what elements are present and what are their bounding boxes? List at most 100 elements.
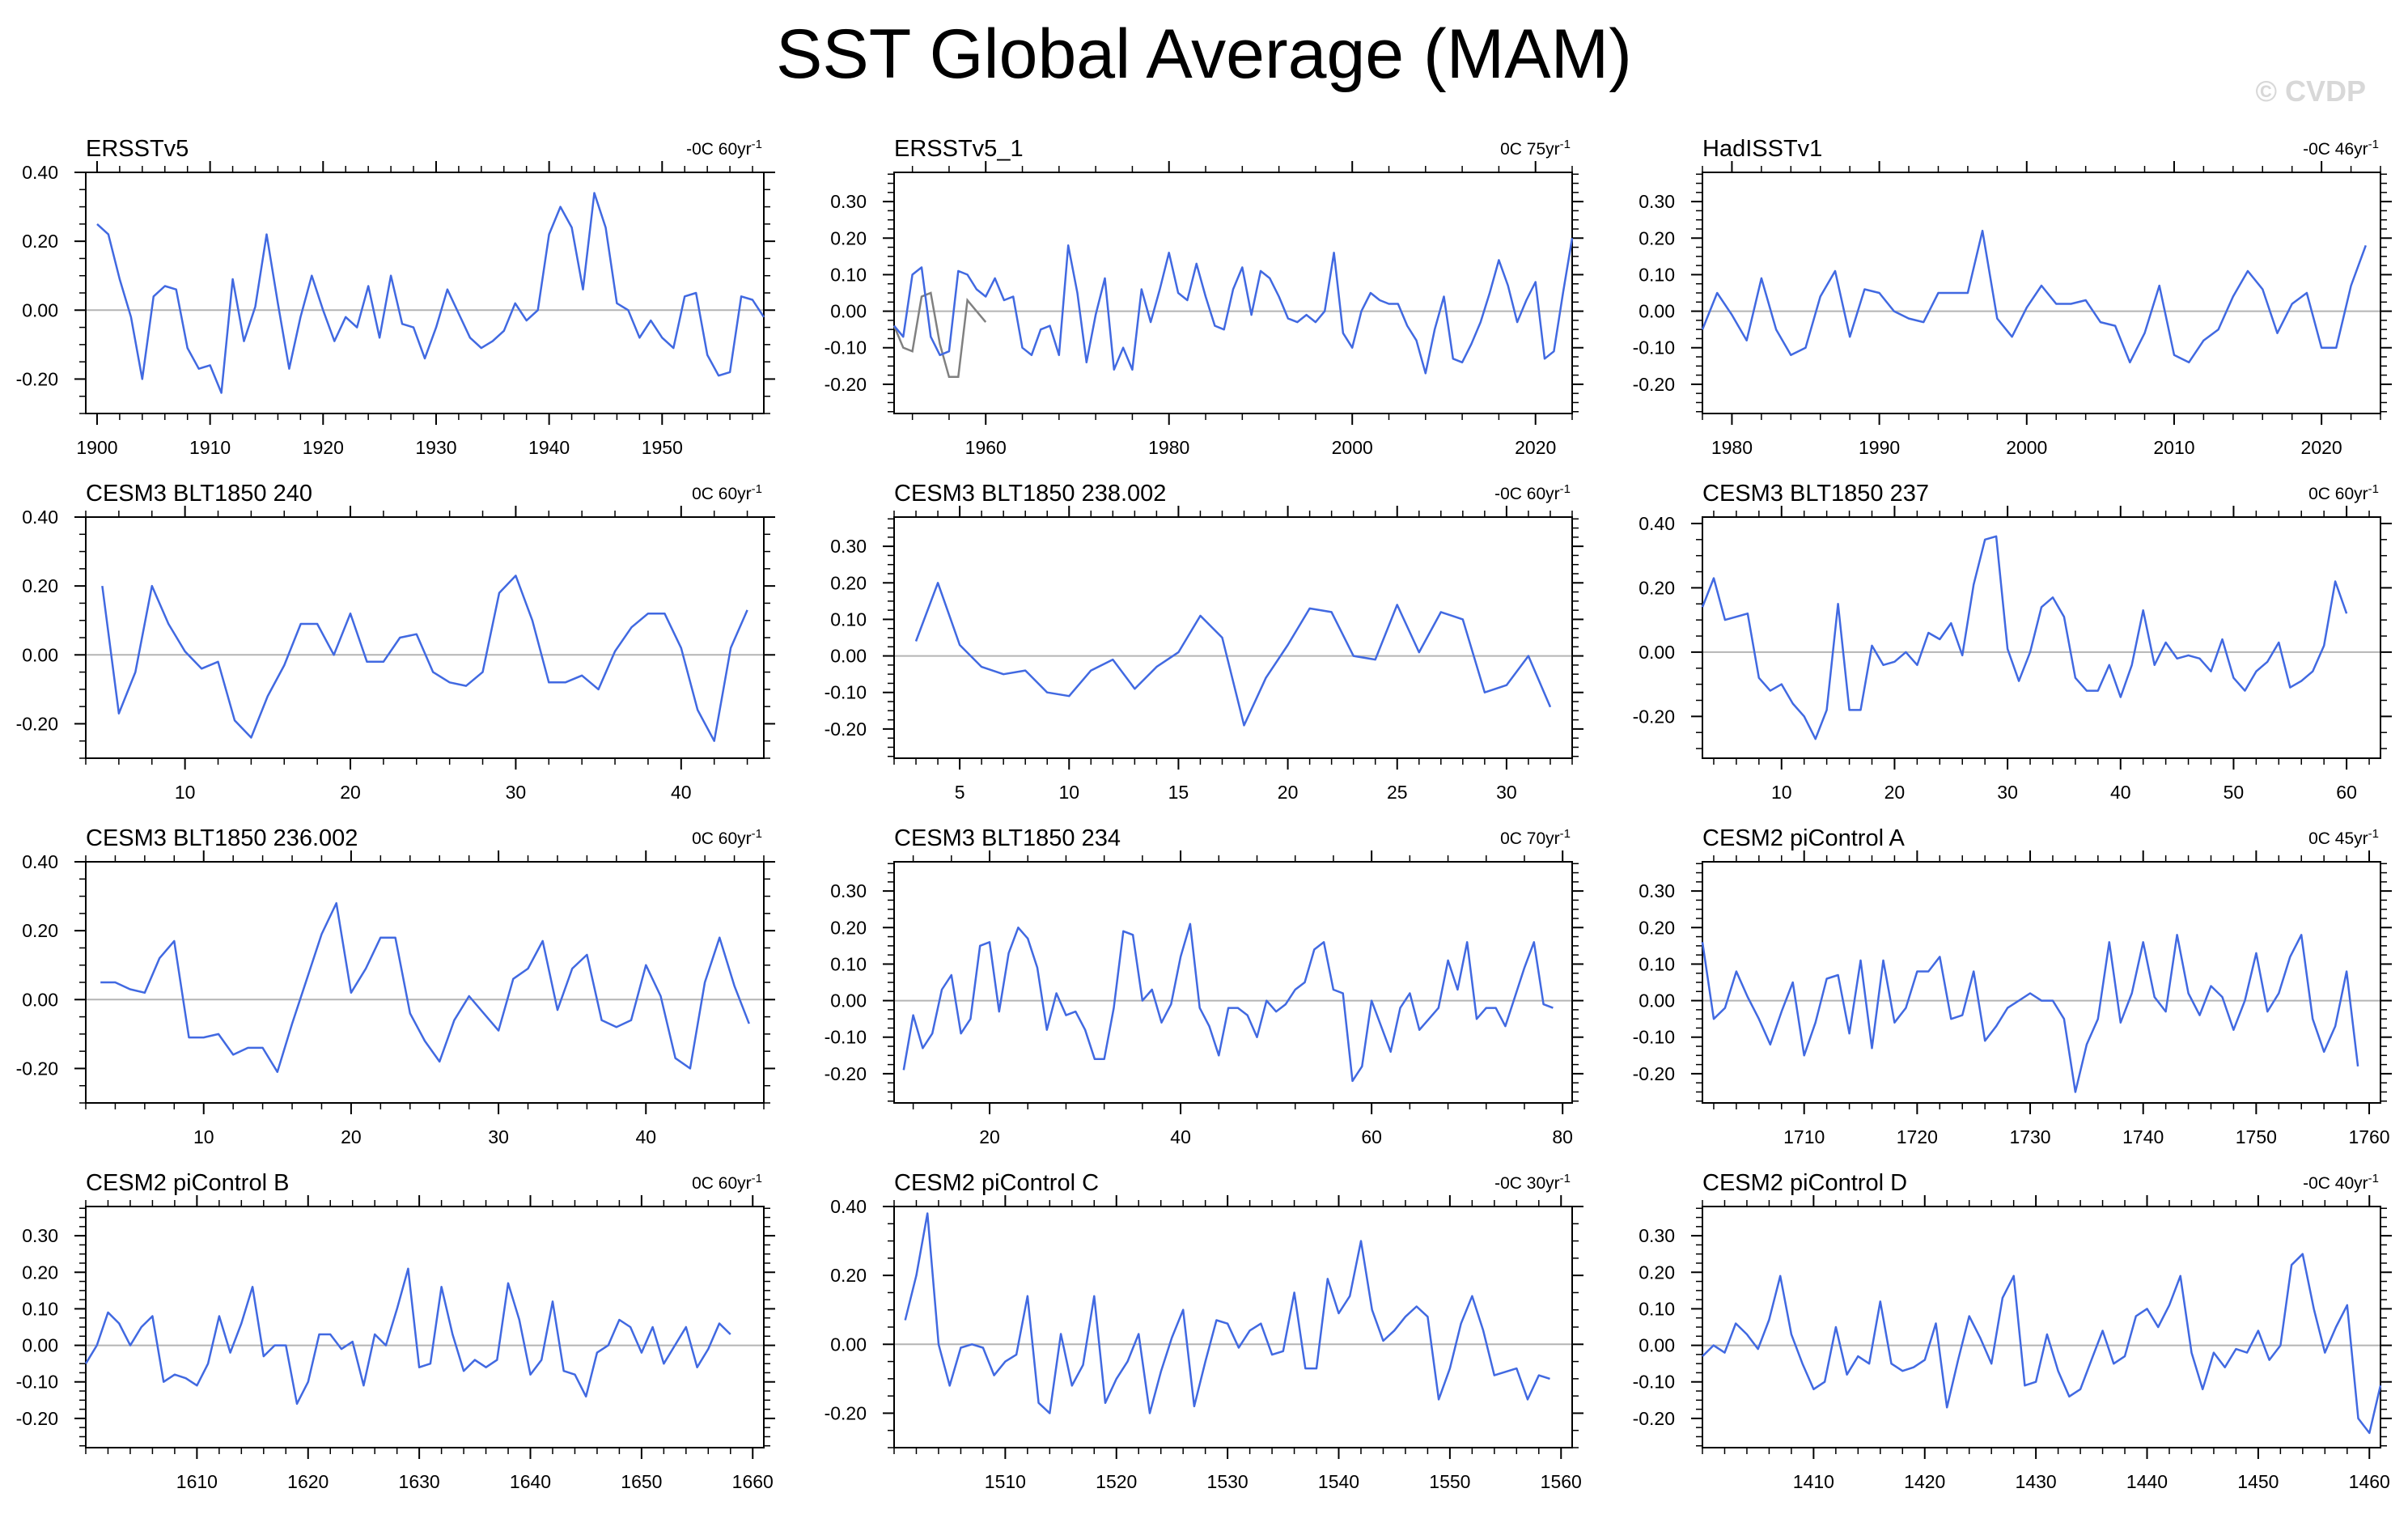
x-tick-label: 30 [506, 782, 527, 803]
y-tick-label: 0.20 [830, 572, 867, 593]
x-tick-label: 30 [1997, 782, 2018, 803]
panel-title: CESM3 BLT1850 234 [894, 825, 1121, 851]
panel-8: CESM3 BLT1850 234 0C 70yr-1 -0.20 -0.10 0.00… [825, 825, 1583, 1147]
trend-label: 0C 60yr-1 [692, 1172, 762, 1193]
trend-text: 0C 70yr [1500, 829, 1560, 848]
y-tick-label: 0.10 [830, 953, 867, 974]
panel-title: CESM2 piControl A [1702, 825, 1905, 851]
y-tick-label: 0.20 [22, 920, 58, 941]
panel-title: HadISSTv1 [1702, 136, 1822, 162]
plot-frame [1702, 172, 2381, 414]
y-tick-label: 0.30 [830, 191, 867, 212]
y-tick-label: -0.10 [16, 1372, 58, 1393]
trend-text: -0C 30yr [1494, 1174, 1560, 1193]
x-tick-label: 60 [1361, 1126, 1382, 1147]
plot-frame [893, 516, 1573, 759]
panel-9: CESM2 piControl A 0C 45yr-1 -0.20 -0.10 0.00… [1633, 825, 2392, 1147]
sst-series-line [1701, 934, 2359, 1093]
x-tick-label: 1540 [1318, 1471, 1359, 1492]
y-tick-label: 0.40 [1639, 513, 1675, 534]
y-tick-label: -0.10 [1633, 1372, 1675, 1393]
y-tick-label: 0.30 [830, 880, 867, 901]
x-tick-label: 1520 [1096, 1471, 1137, 1492]
trend-superscript: -1 [1560, 1172, 1571, 1185]
trend-label: -0C 40yr-1 [2303, 1172, 2379, 1193]
y-tick-label: 0.40 [22, 507, 58, 528]
y-tick-label: 0.20 [1639, 1262, 1675, 1283]
x-tick-label: 1460 [2349, 1471, 2390, 1492]
y-tick-label: 0.10 [1639, 264, 1675, 285]
x-tick-label: 40 [1170, 1126, 1191, 1147]
trend-superscript: -1 [2368, 482, 2379, 496]
y-tick-label: 0.20 [22, 231, 58, 252]
y-tick-label: -0.20 [1633, 706, 1675, 727]
y-tick-label: 0.30 [830, 536, 867, 557]
panel-title: CESM2 piControl D [1702, 1170, 1907, 1196]
trend-superscript: -1 [1560, 827, 1571, 841]
x-tick-label: 1930 [415, 437, 456, 458]
x-tick-label: 1620 [287, 1471, 329, 1492]
panel-11: CESM2 piControl C -0C 30yr-1 -0.20 0.00 0.20… [825, 1170, 1583, 1492]
x-tick-label: 1560 [1541, 1471, 1582, 1492]
x-tick-label: 2010 [2153, 437, 2194, 458]
x-tick-label: 10 [175, 782, 196, 803]
x-tick-label: 1430 [2016, 1471, 2057, 1492]
plot-frame [1702, 861, 2381, 1104]
figure-title: SST Global Average (MAM) [776, 15, 1632, 93]
cvdp-watermark: © CVDP [2255, 74, 2366, 108]
panel-4: CESM3 BLT1850 240 0C 60yr-1 -0.20 0.00 0.20 0… [16, 481, 775, 803]
trend-label: -0C 46yr-1 [2303, 138, 2379, 159]
panel-title: ERSSTv5 [86, 136, 189, 162]
x-tick-label: 1990 [1859, 437, 1900, 458]
trend-superscript: -1 [752, 482, 762, 496]
sst-series-line [902, 922, 1554, 1083]
x-tick-label: 1740 [2122, 1126, 2164, 1147]
x-tick-label: 1530 [1207, 1471, 1249, 1492]
y-tick-label: -0.10 [825, 1027, 867, 1048]
x-tick-label: 1940 [528, 437, 570, 458]
sst-series-line [101, 575, 748, 742]
x-tick-label: 20 [979, 1126, 1000, 1147]
trend-text: -0C 40yr [2303, 1174, 2368, 1193]
y-tick-label: -0.20 [825, 1063, 867, 1084]
y-tick-label: 0.20 [22, 575, 58, 596]
x-tick-label: 1510 [985, 1471, 1026, 1492]
y-tick-label: -0.20 [1633, 1408, 1675, 1429]
trend-text: 0C 75yr [1500, 140, 1560, 159]
plot-frame [85, 861, 765, 1104]
x-tick-label: 20 [1278, 782, 1299, 803]
x-tick-label: 1920 [303, 437, 344, 458]
trend-label: 0C 45yr-1 [2308, 827, 2379, 848]
x-tick-label: 1950 [642, 437, 683, 458]
plot-frame [1702, 1206, 2381, 1448]
y-tick-label: -0.20 [16, 713, 58, 734]
x-tick-label: 15 [1168, 782, 1189, 803]
y-tick-label: 0.10 [830, 609, 867, 630]
y-tick-label: -0.20 [1633, 374, 1675, 395]
x-tick-label: 2000 [2006, 437, 2047, 458]
y-tick-label: 0.40 [22, 851, 58, 872]
x-tick-label: 1450 [2237, 1471, 2279, 1492]
x-tick-label: 1660 [732, 1471, 774, 1492]
x-tick-label: 20 [341, 1126, 362, 1147]
trend-text: -0C 46yr [2303, 140, 2368, 159]
y-tick-label: -0.20 [825, 719, 867, 740]
y-tick-label: 0.30 [1639, 1225, 1675, 1246]
trend-text: 0C 60yr [692, 485, 752, 503]
panel-title: CESM3 BLT1850 237 [1702, 481, 1929, 507]
panel-3: HadISSTv1 -0C 46yr-1 -0.20 -0.10 0.00 0.10 0.2… [1633, 136, 2392, 458]
trend-superscript: -1 [752, 138, 762, 151]
y-tick-label: 0.00 [22, 989, 58, 1010]
panel-title: CESM3 BLT1850 236.002 [86, 825, 358, 851]
trend-text: 0C 60yr [2308, 485, 2368, 503]
panel-title: CESM3 BLT1850 240 [86, 481, 312, 507]
y-tick-label: 0.00 [830, 1334, 867, 1355]
x-tick-label: 20 [340, 782, 361, 803]
panel-5: CESM3 BLT1850 238.002 -0C 60yr-1 -0.20 -0.1… [825, 481, 1583, 803]
y-tick-label: 0.00 [830, 301, 867, 322]
y-tick-label: -0.10 [825, 682, 867, 703]
x-tick-label: 2020 [1515, 437, 1556, 458]
trend-superscript: -1 [2368, 827, 2379, 841]
x-tick-label: 1750 [2236, 1126, 2277, 1147]
